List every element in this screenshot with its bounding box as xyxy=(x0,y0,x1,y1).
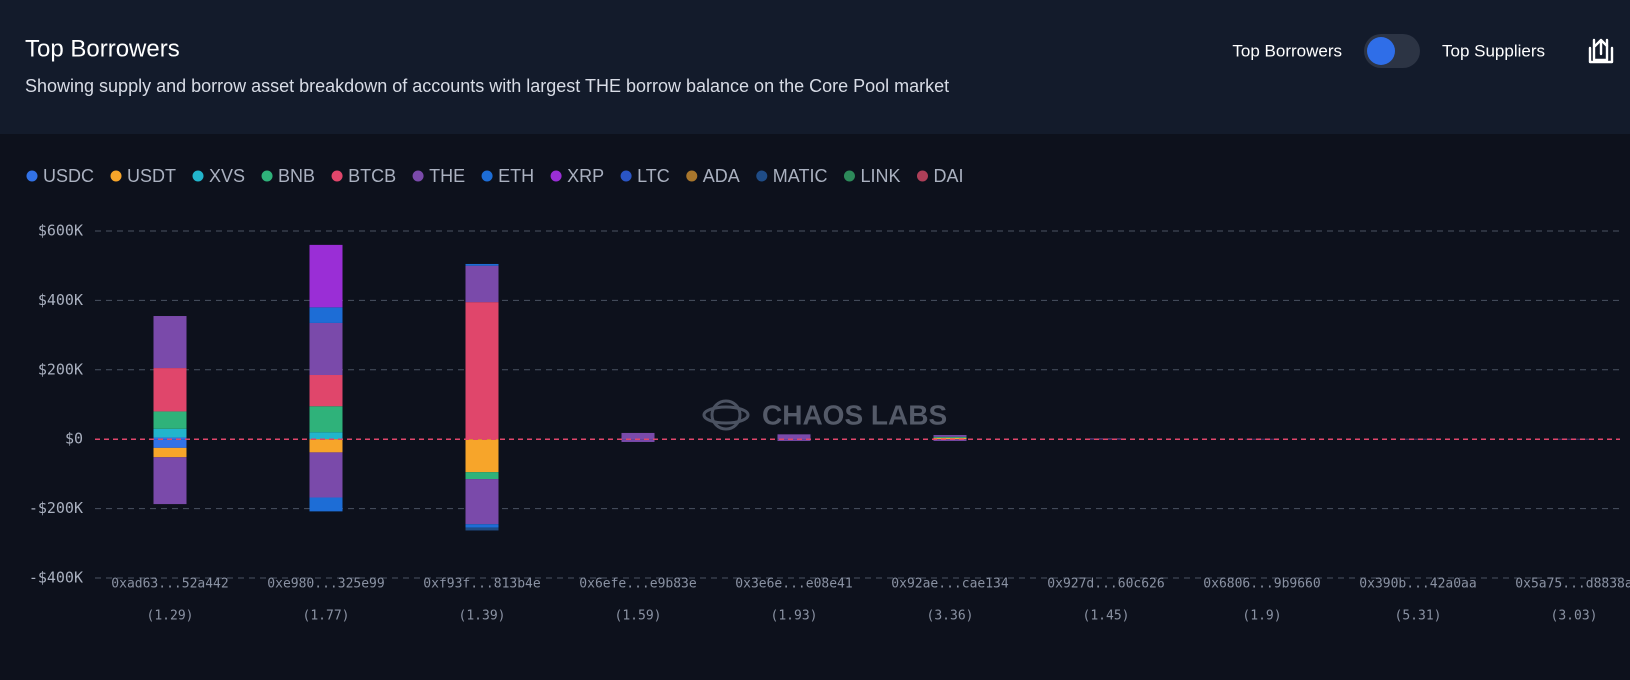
legend-swatch xyxy=(26,170,38,182)
health-label: (3.36) xyxy=(927,609,974,624)
bar-segment xyxy=(309,244,343,308)
x-tick-label: 0x927d...60c626 xyxy=(1047,577,1164,592)
legend-label: USDT xyxy=(127,166,176,186)
legend-label: BTCB xyxy=(348,166,396,186)
health-label: (3.03) xyxy=(1551,609,1598,624)
bar-segment xyxy=(309,375,343,407)
watermark-logo xyxy=(702,405,750,425)
bar-segment xyxy=(309,307,343,323)
bar-segment xyxy=(933,436,967,438)
x-tick-label: 0x92ae...cae134 xyxy=(891,577,1009,592)
toggle-knob xyxy=(1367,37,1395,65)
bar-segment xyxy=(309,406,343,433)
y-tick-label: $200K xyxy=(38,360,83,378)
y-tick-label: -$400K xyxy=(29,569,83,587)
x-tick-label: 0xad63...52a442 xyxy=(111,577,228,592)
icon-box xyxy=(1592,38,1609,62)
bar-segment xyxy=(465,302,499,440)
y-tick-label: $400K xyxy=(38,291,83,309)
health-label: (1.29) xyxy=(147,609,194,624)
bar-segment xyxy=(309,439,343,453)
x-tick-label: 0xe980...325e99 xyxy=(267,577,384,592)
bar-segment xyxy=(621,439,655,442)
bar-segment xyxy=(933,435,967,437)
bar-segment xyxy=(465,265,499,303)
y-tick-label: $0 xyxy=(65,430,83,448)
health-label: (1.45) xyxy=(1083,609,1130,624)
bar-segment xyxy=(465,479,499,525)
health-label: (1.59) xyxy=(615,609,662,624)
health-label: (1.77) xyxy=(303,609,350,624)
bar-segment xyxy=(465,472,499,480)
bar-segment xyxy=(153,447,187,458)
legend-swatch xyxy=(916,170,928,182)
health-label: (1.39) xyxy=(459,609,506,624)
bar-segment xyxy=(153,437,187,440)
legend-label: MATIC xyxy=(773,166,828,186)
subtitle: Showing supply and borrow asset breakdow… xyxy=(25,76,949,96)
icon-arrow xyxy=(1593,38,1609,56)
bar-segment xyxy=(153,428,187,438)
legend-label: XRP xyxy=(567,166,604,186)
legend-swatch xyxy=(756,170,768,182)
bar-segment xyxy=(153,368,187,412)
legend-label: BNB xyxy=(278,166,315,186)
legend-swatch xyxy=(550,170,562,182)
legend-label: XVS xyxy=(209,166,245,186)
legend-label: USDC xyxy=(43,166,94,186)
legend-label: THE xyxy=(429,166,465,186)
bar-segment xyxy=(933,439,967,441)
bar-segment xyxy=(153,439,187,448)
x-tick-label: 0xf93f...813b4e xyxy=(423,577,541,592)
bar-segment xyxy=(621,432,655,440)
legend-swatch xyxy=(686,170,698,182)
legend-swatch xyxy=(331,170,343,182)
legend-swatch xyxy=(843,170,855,182)
watermark-text: CHAOS LABS xyxy=(762,399,947,430)
legend-label: ADA xyxy=(703,166,740,186)
y-tick-label: $600K xyxy=(38,222,83,240)
export-icon[interactable] xyxy=(1588,38,1614,64)
bar-segment xyxy=(309,322,343,376)
legend-label: LTC xyxy=(637,166,670,186)
watermark: CHAOS LABS xyxy=(702,399,947,431)
icon-tray xyxy=(1588,46,1614,64)
y-tick-label: -$200K xyxy=(29,499,83,517)
legend-swatch xyxy=(620,170,632,182)
x-tick-label: 0x390b...42a0aa xyxy=(1359,577,1476,592)
bar-segment xyxy=(153,457,187,505)
bar-segment xyxy=(777,434,811,440)
bar-segment xyxy=(309,452,343,498)
bar-segment xyxy=(153,411,187,429)
header-bg xyxy=(0,0,1630,134)
legend-swatch xyxy=(412,170,424,182)
legend-swatch xyxy=(192,170,204,182)
x-tick-label: 0x3e6e...e08e41 xyxy=(735,577,852,592)
x-tick-label: 0x6efe...e9b83e xyxy=(579,577,697,592)
bar-segment xyxy=(465,439,499,473)
legend-swatch xyxy=(110,170,122,182)
title: Top Borrowers xyxy=(25,35,180,62)
legend-label: DAI xyxy=(933,166,963,186)
bar-segment xyxy=(309,497,343,512)
health-label: (5.31) xyxy=(1395,609,1442,624)
bar-segment xyxy=(465,524,499,528)
x-tick-label: 0x5a75...d8838a xyxy=(1515,577,1630,592)
legend-label: ETH xyxy=(498,166,534,186)
bar-segment xyxy=(777,439,811,441)
health-label: (1.9) xyxy=(1242,609,1281,624)
legend-swatch xyxy=(261,170,273,182)
legend-label: LINK xyxy=(860,166,900,186)
health-label: (1.93) xyxy=(771,609,818,624)
bar-segment xyxy=(465,527,499,531)
x-tick-label: 0x6806...9b9660 xyxy=(1203,577,1320,592)
toggle-label[interactable]: Top Suppliers xyxy=(1442,41,1545,60)
bar-segment xyxy=(465,263,499,266)
toggle-label[interactable]: Top Borrowers xyxy=(1232,41,1342,60)
bar-segment xyxy=(309,432,343,440)
watermark-logo xyxy=(710,399,742,431)
bar-segment xyxy=(153,316,187,369)
legend-swatch xyxy=(481,170,493,182)
